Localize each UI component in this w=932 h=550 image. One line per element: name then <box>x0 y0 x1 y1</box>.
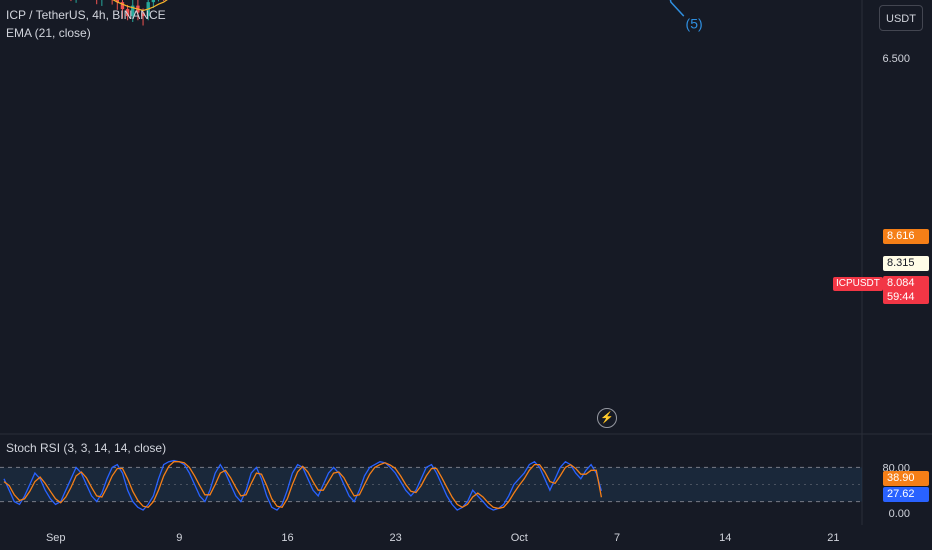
rsi-band-fill <box>0 467 862 502</box>
symbol-price-tag: ICPUSDT <box>833 277 883 291</box>
ema-price-tag: 8.616 <box>883 229 929 244</box>
rsi-k-tag: 27.62 <box>883 487 929 502</box>
x-tick-label: 9 <box>176 532 182 544</box>
x-tick-label: 23 <box>390 532 402 544</box>
y-tick-label: 6.500 <box>882 53 910 65</box>
candle-body <box>125 9 130 17</box>
ema21-price-tag: 8.315 <box>883 256 929 271</box>
last-price-tag: 8.084 59:44 <box>883 276 929 304</box>
symbol-title[interactable]: ICP / TetherUS, 4h, BINANCE <box>6 8 166 22</box>
candle-body <box>131 5 135 17</box>
last-price-value: 8.084 <box>887 277 915 289</box>
x-tick-label: Oct <box>511 532 528 544</box>
candle-body <box>115 0 119 3</box>
x-tick-label: Sep <box>46 532 66 544</box>
bar-countdown: 59:44 <box>887 291 915 303</box>
ema-indicator-label[interactable]: EMA (21, close) <box>6 26 91 40</box>
candle-body <box>141 12 145 17</box>
rsi-k-line <box>3 459 603 511</box>
x-tick-label: 16 <box>281 532 293 544</box>
lightning-icon[interactable]: ⚡ <box>597 408 617 428</box>
stoch-rsi-label[interactable]: Stoch RSI (3, 3, 14, 14, close) <box>6 441 167 455</box>
x-tick-label: 14 <box>719 532 731 544</box>
rsi-tick-label: 0.00 <box>889 508 910 520</box>
candle-body <box>120 2 125 10</box>
rsi-d-tag: 38.90 <box>883 471 929 486</box>
wave-label: (5) <box>686 16 703 32</box>
x-tick-label: 21 <box>827 532 839 544</box>
elliott-wave-path <box>669 0 685 17</box>
currency-button[interactable]: USDT <box>879 5 923 31</box>
candle-body <box>151 0 156 3</box>
rsi-d-line <box>3 461 603 510</box>
x-tick-label: 7 <box>614 532 620 544</box>
